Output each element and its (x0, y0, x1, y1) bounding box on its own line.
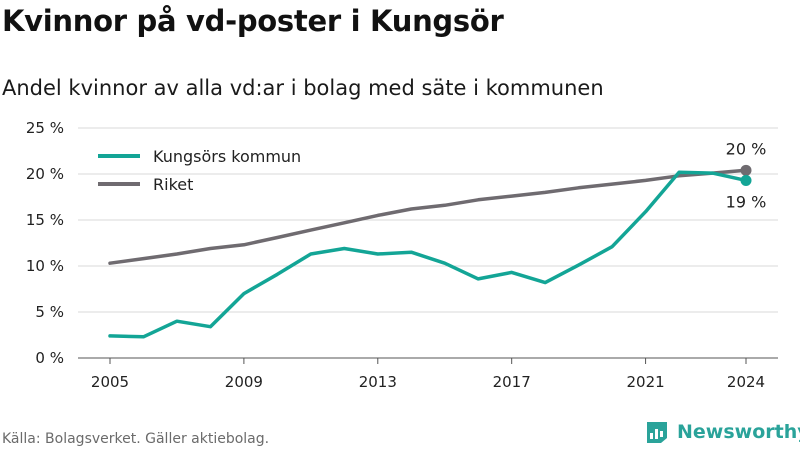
chart-title: Kvinnor på vd-poster i Kungsör (2, 4, 504, 38)
x-tick-label: 2017 (493, 373, 531, 391)
x-tick-label: 2021 (626, 373, 664, 391)
series-line (108, 168, 748, 265)
y-tick-label: 25 % (26, 119, 64, 137)
x-tick-label: 2009 (225, 373, 263, 391)
end-label: 20 % (726, 139, 767, 158)
brand-logo: Newsworthy (645, 420, 800, 444)
legend-label: Riket (153, 175, 193, 194)
source-note: Källa: Bolagsverket. Gäller aktiebolag. (2, 431, 270, 447)
y-tick-label: 15 % (26, 211, 64, 229)
series-end-point (740, 174, 752, 186)
line-chart: 0 % 5 % 10 % 15 % 20 % 25 % 2005 2009 2013 2017 20… (26, 119, 778, 391)
x-tick-label: 2024 (727, 373, 765, 391)
newsworthy-logo-icon (647, 422, 667, 443)
brand-name: Newsworthy (677, 421, 800, 443)
chart-subtitle: Andel kvinnor av alla vd:ar i bolag med … (2, 76, 604, 100)
series-line (108, 170, 748, 339)
y-tick-label: 20 % (26, 165, 64, 183)
x-tick-label: 2005 (91, 373, 129, 391)
x-tick-label: 2013 (359, 373, 397, 391)
end-label: 19 % (726, 192, 767, 211)
y-tick-label: 5 % (35, 303, 64, 321)
y-tick-label: 10 % (26, 257, 64, 275)
legend-label: Kungsörs kommun (153, 147, 301, 166)
y-tick-label: 0 % (35, 349, 64, 367)
series-end-point (740, 164, 752, 176)
